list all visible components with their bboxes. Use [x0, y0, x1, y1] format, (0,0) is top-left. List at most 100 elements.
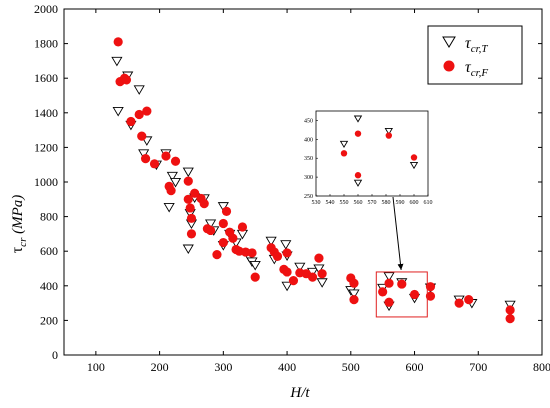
triangle-point: [169, 177, 182, 188]
y-axis-label: τcr (MPa): [9, 195, 29, 254]
inset-y-tick-label: 250: [304, 194, 313, 200]
y-tick-label: 1000: [34, 175, 58, 189]
circle-point: [186, 213, 197, 223]
circle-point: [384, 297, 394, 307]
circle-point: [314, 253, 324, 263]
inset-circle-point: [410, 154, 418, 161]
circle-point: [505, 305, 515, 315]
triangle-point: [348, 289, 360, 300]
circle-point: [349, 295, 359, 305]
triangle-point: [204, 219, 217, 229]
inset-x-tick-label: 590: [396, 200, 405, 206]
circle-point: [190, 188, 200, 198]
inset-x-tick-label: 560: [354, 200, 363, 206]
triangle-point: [280, 240, 292, 250]
y-tick-label: 1200: [34, 140, 58, 154]
triangle-point: [163, 203, 175, 213]
x-tick-label: 300: [214, 360, 232, 374]
y-tick-label: 0: [52, 348, 58, 362]
inset-y-ticks: 250 300 350 400 450: [304, 118, 318, 200]
circle-point: [218, 218, 228, 229]
zoom-arrow: [392, 196, 404, 271]
inset-x-tick-label: 610: [424, 200, 433, 206]
inset-triangle-point: [353, 179, 363, 187]
triangle-point: [281, 281, 293, 292]
legend-box: [427, 25, 523, 85]
inset-x-tick-label: 540: [326, 200, 335, 206]
circle-point: [205, 225, 216, 236]
circle-point: [228, 233, 238, 243]
circle-point: [186, 229, 197, 239]
y-tick-label: 1800: [34, 37, 58, 51]
x-tick-label: 500: [342, 360, 360, 374]
circle-point: [134, 109, 144, 120]
inset-x-tick-label: 570: [368, 200, 377, 206]
circle-point: [384, 278, 394, 288]
circle-point: [288, 276, 299, 286]
inset-circle-point: [354, 172, 362, 179]
circle-point: [237, 222, 248, 232]
inset-y-tick-label: 350: [304, 156, 313, 162]
legend: τcr,T τcr,F: [427, 25, 523, 85]
circle-point: [247, 248, 257, 258]
circle-point: [397, 279, 407, 289]
x-tick-label: 600: [406, 360, 424, 374]
x-tick-label: 200: [151, 360, 169, 374]
circle-point: [464, 295, 474, 305]
circle-point: [505, 314, 515, 324]
y-tick-label: 800: [40, 210, 58, 224]
y-axis-ticks: 0 200 400 600 800 1000 1200 1400 1600 1800 2000: [34, 2, 542, 362]
circle-point: [454, 298, 464, 308]
circle-point: [137, 131, 147, 141]
x-tick-label: 700: [469, 360, 487, 374]
circle-point: [149, 159, 160, 169]
circle-point: [170, 156, 181, 166]
circle-point: [183, 194, 193, 204]
triangle-point: [166, 171, 178, 182]
inset-y-tick-label: 450: [304, 118, 313, 124]
circle-point: [378, 287, 388, 297]
triangle-point: [217, 202, 229, 212]
zoom-region-box: [375, 271, 428, 318]
triangle-point: [383, 272, 395, 282]
triangle-point: [182, 244, 194, 255]
inset-triangle-point: [384, 128, 393, 136]
legend-circle-marker: [443, 60, 455, 72]
inset-y-tick-label: 400: [304, 137, 313, 143]
y-tick-label: 1600: [34, 71, 58, 85]
circle-point: [307, 272, 318, 282]
circle-point: [250, 272, 260, 282]
triangle-point: [133, 85, 145, 95]
x-tick-label: 400: [278, 360, 296, 374]
legend-triangle-marker: [442, 36, 456, 48]
triangle-point: [112, 107, 124, 117]
circle-point: [317, 269, 327, 279]
inset-series: [339, 115, 419, 187]
circle-point: [199, 199, 209, 209]
circle-point: [425, 291, 436, 301]
triangle-point: [313, 264, 325, 274]
series-tau-cr-f: [113, 37, 515, 324]
triangle-point: [182, 167, 194, 178]
circle-point: [282, 267, 292, 277]
y-axis-label-text: τcr (MPa): [9, 195, 29, 254]
circle-point: [212, 250, 222, 260]
circle-point: [166, 186, 176, 196]
circle-point: [142, 106, 152, 116]
y-tick-label: 2000: [34, 2, 58, 16]
triangle-point: [249, 260, 261, 271]
circle-point: [126, 116, 136, 127]
circle-point: [113, 37, 123, 47]
circle-point: [409, 289, 420, 300]
y-tick-label: 600: [40, 244, 58, 258]
circle-point: [140, 154, 151, 164]
circle-point: [272, 251, 283, 261]
inset-triangle-point: [353, 115, 363, 123]
circle-point: [218, 237, 228, 248]
inset-circle-point: [354, 130, 362, 137]
inset-x-tick-label: 530: [312, 200, 321, 206]
x-tick-label: 800: [533, 360, 550, 374]
circle-point: [349, 278, 359, 288]
circle-point: [185, 203, 195, 213]
